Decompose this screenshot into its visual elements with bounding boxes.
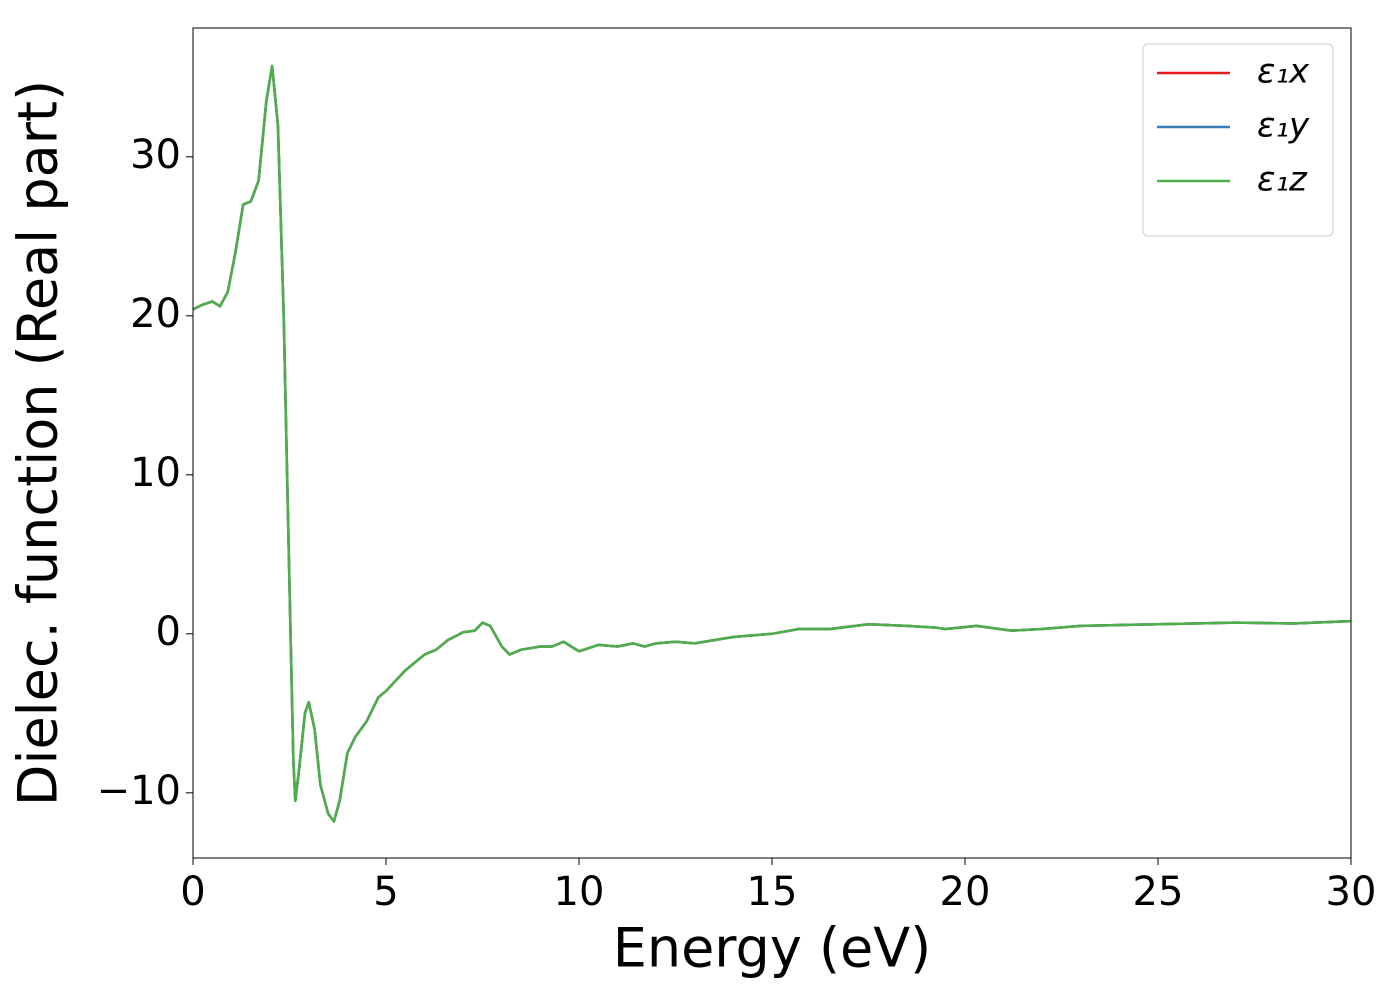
- x-tick-label: 25: [1133, 869, 1184, 915]
- y-tick-label: −10: [97, 768, 181, 814]
- data-line: [193, 64, 1351, 823]
- legend-label: ε₁y: [1257, 106, 1310, 146]
- x-tick-label: 30: [1326, 869, 1377, 915]
- legend-box: [1142, 43, 1334, 237]
- y-tick-label: 10: [130, 450, 181, 496]
- legend-label: ε₁z: [1257, 160, 1308, 200]
- x-tick-label: 10: [554, 869, 605, 915]
- x-tick-label: 15: [747, 869, 798, 915]
- y-axis-label: Dielec. function (Real part): [7, 80, 70, 806]
- x-axis-label: Energy (eV): [613, 917, 932, 980]
- x-tick-label: 20: [940, 869, 991, 915]
- plot-frame: [192, 27, 1352, 859]
- y-tick-label: 0: [156, 609, 181, 655]
- y-tick-label: 20: [130, 291, 181, 337]
- y-tick-label: 30: [130, 132, 181, 178]
- x-tick-label: 0: [180, 869, 205, 915]
- x-tick-label: 5: [373, 869, 398, 915]
- legend-label: ε₁x: [1257, 52, 1310, 92]
